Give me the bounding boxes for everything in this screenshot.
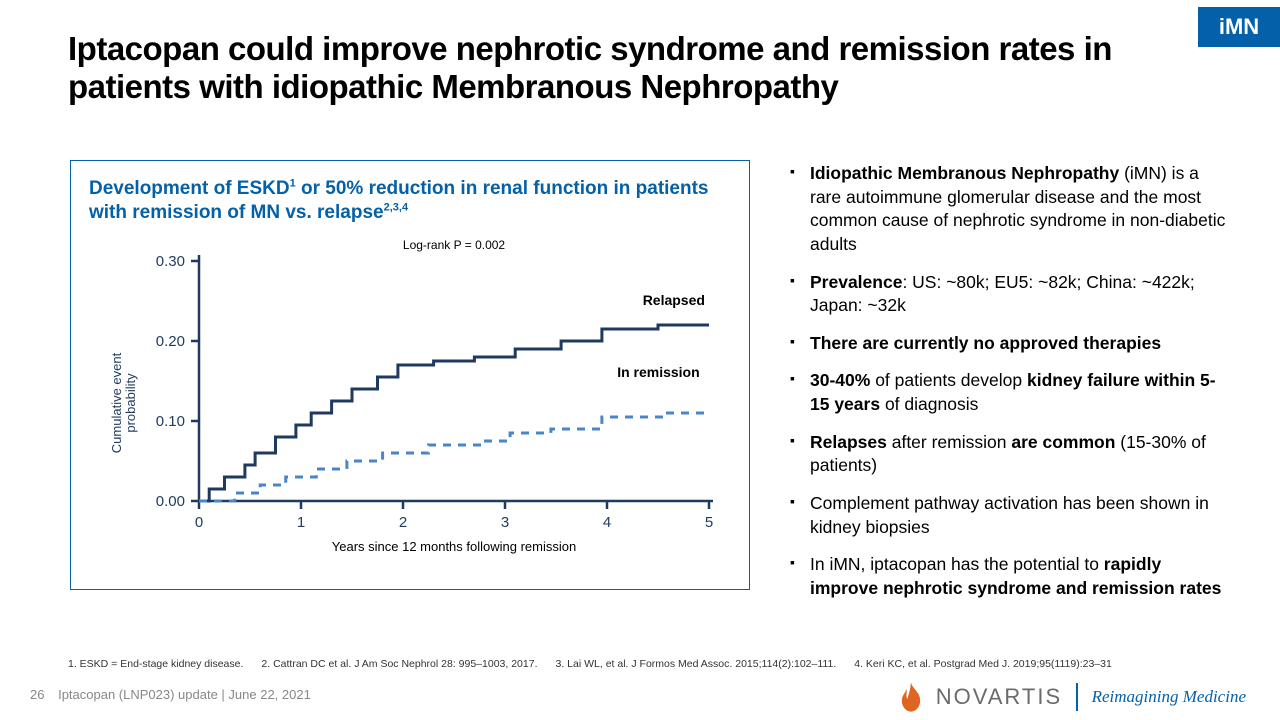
footnote: 4. Keri KC, et al. Postgrad Med J. 2019;… (854, 658, 1112, 670)
chart-panel: Development of ESKD1 or 50% reduction in… (70, 160, 750, 590)
footnote: 1. ESKD = End-stage kidney disease. (68, 658, 243, 670)
bullet-list: Idiopathic Membranous Nephropathy (iMN) … (790, 162, 1230, 614)
svg-text:2: 2 (399, 514, 407, 531)
svg-text:Cumulative event: Cumulative event (109, 352, 124, 453)
svg-text:0.00: 0.00 (156, 493, 185, 510)
footnote: 2. Cattran DC et al. J Am Soc Nephrol 28… (261, 658, 537, 670)
svg-text:0.10: 0.10 (156, 413, 185, 430)
svg-text:Years since 12 months followin: Years since 12 months following remissio… (332, 539, 576, 554)
bullet-item: In iMN, iptacopan has the potential to r… (790, 553, 1230, 600)
slide-title: Iptacopan could improve nephrotic syndro… (68, 30, 1148, 106)
bullet-item: 30-40% of patients develop kidney failur… (790, 369, 1230, 416)
svg-text:Log-rank P = 0.002: Log-rank P = 0.002 (403, 238, 506, 252)
slide: iMN Iptacopan could improve nephrotic sy… (0, 0, 1280, 720)
bullet-item: There are currently no approved therapie… (790, 332, 1230, 356)
svg-text:5: 5 (705, 514, 713, 531)
bullet-item: Complement pathway activation has been s… (790, 492, 1230, 539)
svg-text:In remission: In remission (617, 364, 699, 380)
brand-name: NOVARTIS (936, 684, 1062, 710)
footnote: 3. Lai WL, et al. J Formos Med Assoc. 20… (556, 658, 837, 670)
section-badge: iMN (1198, 7, 1280, 47)
svg-text:1: 1 (297, 514, 305, 531)
footnotes: 1. ESKD = End-stage kidney disease. 2. Ca… (68, 658, 1218, 670)
page-caption: Iptacopan (LNP023) update | June 22, 202… (58, 687, 311, 702)
bullet-item: Prevalence: US: ~80k; EU5: ~82k; China: … (790, 271, 1230, 318)
brand-separator (1076, 683, 1078, 711)
bullet-item: Relapses after remission are common (15-… (790, 431, 1230, 478)
bullet-item: Idiopathic Membranous Nephropathy (iMN) … (790, 162, 1230, 257)
svg-text:Relapsed: Relapsed (643, 292, 705, 308)
page-footer: 26 Iptacopan (LNP023) update | June 22, … (30, 687, 311, 702)
svg-text:0.20: 0.20 (156, 333, 185, 350)
brand-tagline: Reimagining Medicine (1092, 687, 1246, 707)
svg-text:4: 4 (603, 514, 611, 531)
svg-text:0.30: 0.30 (156, 253, 185, 270)
brand-flame-icon (900, 682, 922, 712)
svg-text:0: 0 (195, 514, 203, 531)
page-number: 26 (30, 687, 44, 702)
chart-svg-wrap: 0.00 0.10 0.20 0.30 0 1 2 3 4 5 Cumulative eventpr… (89, 231, 731, 561)
svg-text:probability: probability (123, 372, 138, 432)
brand-block: NOVARTIS Reimagining Medicine (900, 682, 1246, 712)
chart-title: Development of ESKD1 or 50% reduction in… (89, 177, 731, 225)
km-chart: 0.00 0.10 0.20 0.30 0 1 2 3 4 5 Cumulative eventpr… (89, 231, 729, 561)
svg-text:3: 3 (501, 514, 509, 531)
